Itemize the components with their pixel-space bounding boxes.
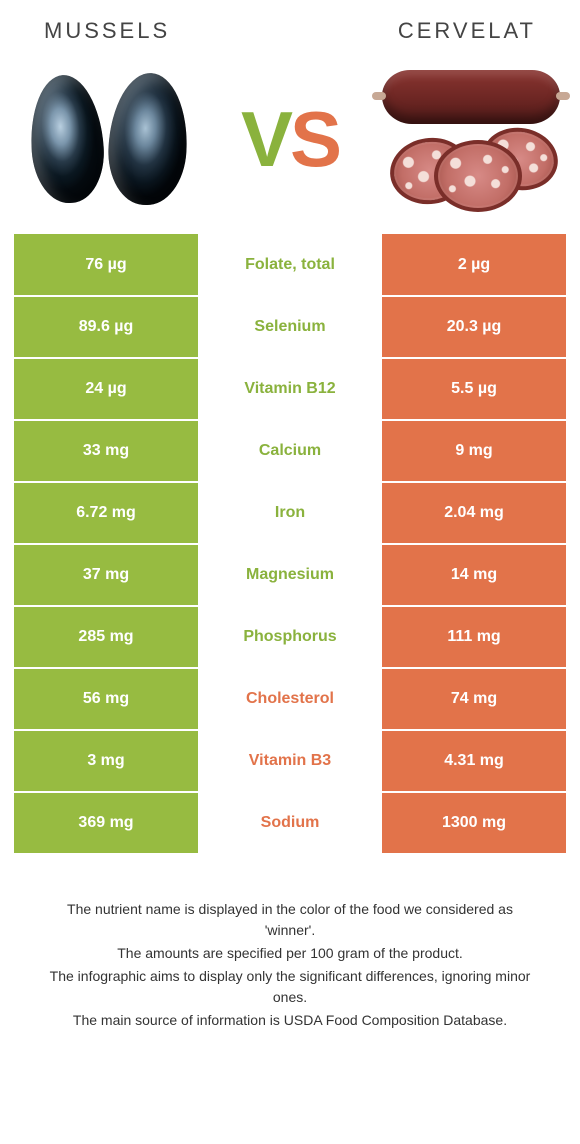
left-food-title: MUSSELS [44,18,170,44]
mussel-icon [27,73,108,206]
table-row: 76 µgFolate, total2 µg [14,234,566,296]
hero-row: VS [14,56,566,234]
right-food-title: CERVELAT [398,18,536,44]
nutrient-label-cell: Vitamin B3 [198,730,382,792]
right-value-cell: 74 mg [382,668,566,730]
left-value-cell: 33 mg [14,420,198,482]
nutrient-label-cell: Vitamin B12 [198,358,382,420]
left-value-cell: 89.6 µg [14,296,198,358]
mussels-image [14,64,204,214]
left-value-cell: 76 µg [14,234,198,296]
left-value-cell: 285 mg [14,606,198,668]
sausage-icon [382,70,560,124]
cervelat-image [376,64,566,214]
table-row: 37 mgMagnesium14 mg [14,544,566,606]
table-row: 6.72 mgIron2.04 mg [14,482,566,544]
header: MUSSELS CERVELAT [14,0,566,56]
left-value-cell: 56 mg [14,668,198,730]
mussel-icon [106,71,191,207]
nutrient-label-cell: Iron [198,482,382,544]
right-value-cell: 20.3 µg [382,296,566,358]
footer-line: The main source of information is USDA F… [40,1010,540,1031]
table-row: 369 mgSodium1300 mg [14,792,566,854]
table-row: 56 mgCholesterol74 mg [14,668,566,730]
nutrient-label-cell: Selenium [198,296,382,358]
left-value-cell: 24 µg [14,358,198,420]
left-value-cell: 6.72 mg [14,482,198,544]
right-value-cell: 2 µg [382,234,566,296]
footer-line: The nutrient name is displayed in the co… [40,899,540,941]
table-row: 33 mgCalcium9 mg [14,420,566,482]
right-value-cell: 4.31 mg [382,730,566,792]
footer-line: The amounts are specified per 100 gram o… [40,943,540,964]
nutrient-label-cell: Folate, total [198,234,382,296]
table-row: 24 µgVitamin B125.5 µg [14,358,566,420]
nutrient-label-cell: Phosphorus [198,606,382,668]
left-value-cell: 37 mg [14,544,198,606]
footer-line: The infographic aims to display only the… [40,966,540,1008]
right-value-cell: 2.04 mg [382,482,566,544]
salami-slice-icon [434,140,522,212]
vs-s: S [290,100,339,178]
right-value-cell: 9 mg [382,420,566,482]
right-value-cell: 111 mg [382,606,566,668]
nutrient-label-cell: Calcium [198,420,382,482]
footer-notes: The nutrient name is displayed in the co… [14,855,566,1031]
nutrient-label-cell: Sodium [198,792,382,854]
table-row: 89.6 µgSelenium20.3 µg [14,296,566,358]
vs-label: VS [241,100,339,178]
right-value-cell: 1300 mg [382,792,566,854]
left-value-cell: 369 mg [14,792,198,854]
table-row: 285 mgPhosphorus111 mg [14,606,566,668]
right-value-cell: 14 mg [382,544,566,606]
table-row: 3 mgVitamin B34.31 mg [14,730,566,792]
vs-v: V [241,100,290,178]
comparison-table: 76 µgFolate, total2 µg89.6 µgSelenium20.… [14,234,566,855]
nutrient-label-cell: Cholesterol [198,668,382,730]
right-value-cell: 5.5 µg [382,358,566,420]
left-value-cell: 3 mg [14,730,198,792]
nutrient-label-cell: Magnesium [198,544,382,606]
